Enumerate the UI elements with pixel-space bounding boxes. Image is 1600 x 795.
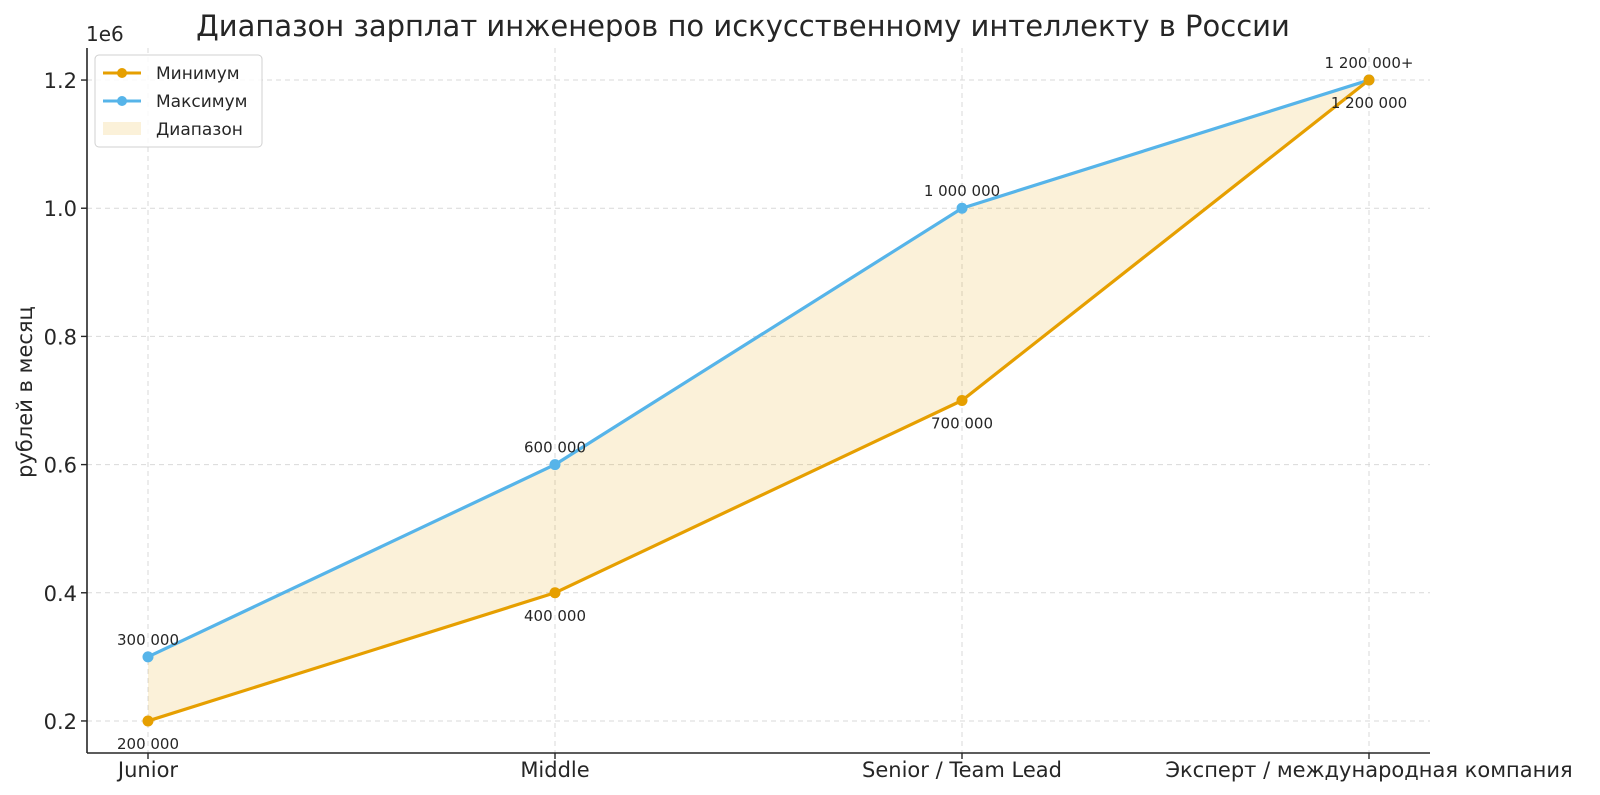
max-series-line	[147, 78, 1370, 659]
min-series-point	[1363, 74, 1375, 86]
min-series-data-label: 1 200 000	[1331, 94, 1407, 112]
legend-min-marker	[117, 68, 127, 78]
legend-frame	[94, 54, 263, 148]
y-axis-offset-text: 1e6	[86, 22, 124, 46]
y-tick-label: 0.4	[44, 582, 77, 606]
min-series-point	[956, 395, 968, 406]
x-tick-label: Middle	[520, 758, 589, 782]
min-series-point	[142, 715, 154, 727]
min-series-data-label: 200 000	[117, 735, 179, 753]
max-series-data-label: 600 000	[524, 439, 586, 457]
min-series-data-label: 400 000	[524, 607, 586, 625]
legend-max-marker	[117, 96, 127, 106]
max-series-data-label: 1 000 000	[924, 182, 1000, 200]
legend-entry-min: Минимум	[103, 64, 240, 84]
min-series-line	[147, 78, 1370, 723]
series-points	[142, 74, 1375, 727]
y-tick-label: 0.6	[44, 454, 77, 478]
y-tick-label: 1.0	[44, 197, 77, 221]
x-tick-label: Junior	[116, 758, 178, 782]
max-series-point	[142, 651, 154, 663]
y-axis-title: рублей в месяц	[13, 306, 37, 478]
max-series-data-label: 300 000	[117, 631, 179, 649]
y-tick-label: 0.2	[44, 710, 77, 734]
data-labels: 300 000 600 000 1 000 000 1 200 000+ 200 000…	[117, 54, 1413, 753]
legend-entry-max: Максимум	[103, 92, 247, 112]
range-area-layer	[148, 80, 1369, 721]
x-tick-label: Эксперт / международная компания	[1165, 758, 1572, 782]
legend-max-label: Максимум	[156, 92, 247, 112]
min-series-point	[549, 587, 561, 599]
max-series-point	[549, 459, 561, 471]
legend-range-swatch	[103, 122, 141, 135]
legend-min-label: Минимум	[156, 64, 240, 84]
y-tick-label: 0.8	[44, 325, 77, 349]
max-series-point	[956, 202, 968, 214]
x-tick-label: Senior / Team Lead	[862, 758, 1062, 782]
y-tick-label: 1.2	[44, 69, 77, 93]
legend-entry-range: Диапазон	[103, 120, 243, 140]
max-series-data-label: 1 200 000+	[1325, 54, 1414, 72]
legend-range-label: Диапазон	[156, 120, 243, 140]
range-area	[148, 80, 1369, 721]
legend: Минимум Максимум Диапазон	[94, 54, 263, 148]
min-series-data-label: 700 000	[931, 415, 993, 433]
chart-title: Диапазон зарплат инженеров по искусствен…	[196, 9, 1290, 43]
series-lines	[147, 78, 1370, 723]
axes	[86, 48, 1430, 754]
ticks: 0.2 0.4 0.6 0.8 1.0 1.2 Junior Middle Senior / T…	[44, 69, 1573, 782]
